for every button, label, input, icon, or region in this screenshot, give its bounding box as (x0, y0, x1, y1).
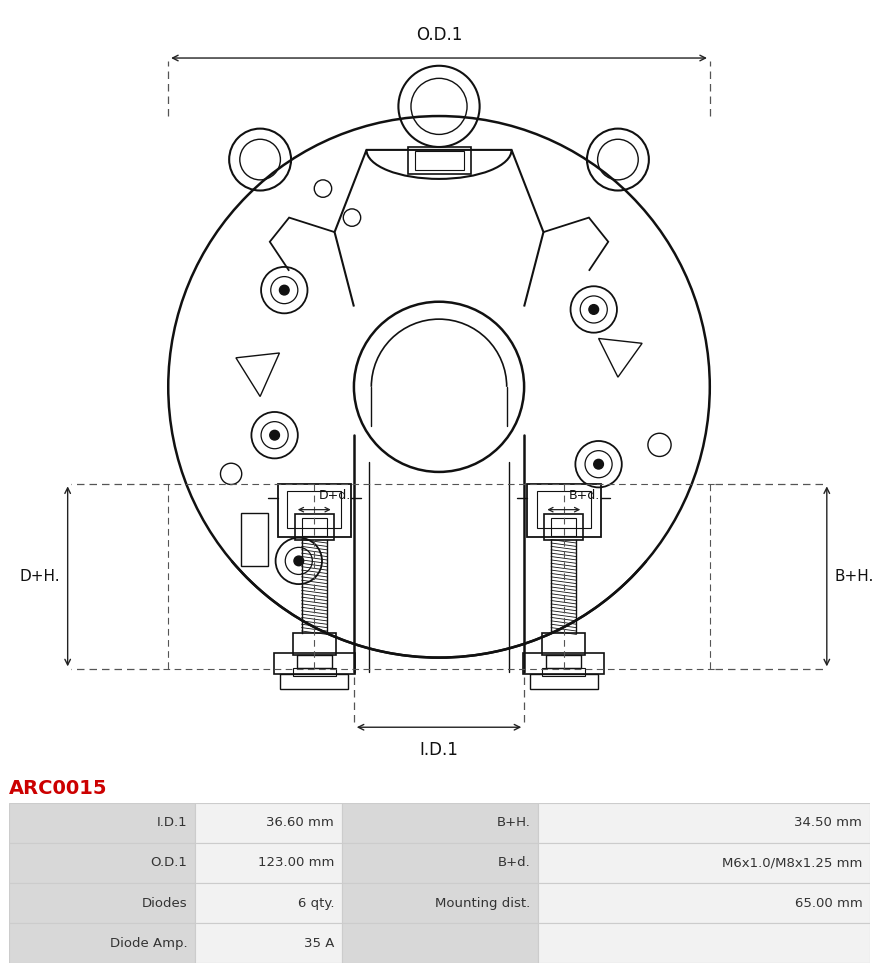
Bar (195, 883, 342, 923)
Bar (537, 883, 869, 923)
Bar (537, 923, 869, 963)
Text: Diodes: Diodes (141, 896, 187, 910)
Text: B+d.: B+d. (497, 856, 529, 870)
Circle shape (279, 285, 289, 295)
Circle shape (593, 459, 602, 469)
Text: M6x1.0/M8x1.25 mm: M6x1.0/M8x1.25 mm (721, 856, 861, 870)
Text: 34.50 mm: 34.50 mm (794, 816, 861, 829)
Bar (546, 655, 580, 668)
Text: 6 qty.: 6 qty. (298, 896, 334, 910)
Bar (342, 843, 537, 883)
Text: O.D.1: O.D.1 (150, 856, 187, 870)
Bar (9, 803, 195, 843)
Bar (342, 803, 537, 843)
Bar (529, 674, 597, 689)
Bar (407, 147, 471, 174)
Bar (280, 674, 348, 689)
Text: B+d.: B+d. (568, 488, 599, 502)
Text: ARC0015: ARC0015 (9, 778, 107, 798)
Bar (536, 491, 590, 528)
Bar (295, 515, 334, 540)
Bar (522, 653, 604, 674)
Bar (9, 843, 195, 883)
Text: D+H.: D+H. (19, 569, 60, 584)
Bar (414, 151, 464, 170)
Bar (241, 513, 268, 565)
Text: Diode Amp.: Diode Amp. (110, 937, 187, 950)
Bar (342, 883, 537, 923)
Text: I.D.1: I.D.1 (419, 740, 458, 759)
Bar (537, 843, 869, 883)
Bar (542, 633, 585, 655)
Bar (301, 519, 327, 536)
Bar (277, 484, 350, 537)
Bar (287, 491, 341, 528)
Text: B+H.: B+H. (496, 816, 529, 829)
Text: 65.00 mm: 65.00 mm (794, 896, 861, 910)
Circle shape (270, 430, 279, 440)
Bar (195, 923, 342, 963)
Bar (9, 923, 195, 963)
Text: O.D.1: O.D.1 (415, 26, 462, 45)
Bar (195, 803, 342, 843)
Bar (543, 515, 582, 540)
Bar (527, 484, 600, 537)
Bar (273, 653, 355, 674)
Bar (551, 519, 576, 536)
Circle shape (588, 305, 598, 314)
Bar (195, 843, 342, 883)
Text: Mounting dist.: Mounting dist. (435, 896, 529, 910)
Text: I.D.1: I.D.1 (156, 816, 187, 829)
Text: 123.00 mm: 123.00 mm (257, 856, 334, 870)
Bar (9, 883, 195, 923)
Bar (292, 633, 335, 655)
Bar (342, 923, 537, 963)
Text: B+H.: B+H. (833, 569, 873, 584)
Text: D+d.: D+d. (319, 488, 351, 502)
Bar (292, 668, 335, 676)
Bar (537, 803, 869, 843)
Bar (542, 668, 585, 676)
Text: 36.60 mm: 36.60 mm (266, 816, 334, 829)
Bar (297, 655, 331, 668)
Circle shape (293, 556, 303, 565)
Text: 35 A: 35 A (304, 937, 334, 950)
